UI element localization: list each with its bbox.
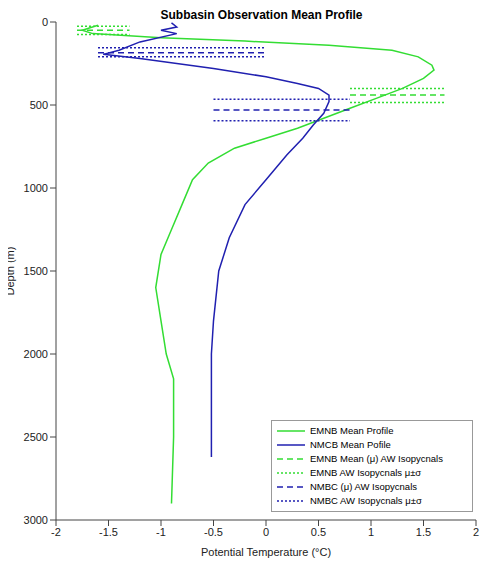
html-text:NMCB Mean Pofile: NMCB Mean Pofile <box>310 439 391 450</box>
svg-text:2: 2 <box>473 526 479 538</box>
svg-text:Potential Temperature (°C): Potential Temperature (°C) <box>201 546 331 558</box>
svg-text:-0.5: -0.5 <box>204 526 223 538</box>
html-text:EMNB Mean (μ) AW Isopycnals: EMNB Mean (μ) AW Isopycnals <box>310 453 443 464</box>
svg-text:1500: 1500 <box>24 265 48 277</box>
html-text:EMNB AW Isopycnals μ±σ: EMNB AW Isopycnals μ±σ <box>310 467 422 478</box>
svg-text:0: 0 <box>263 526 269 538</box>
svg-text:Depth (m): Depth (m) <box>8 247 16 296</box>
html-text:EMNB Mean Profile: EMNB Mean Profile <box>310 425 394 436</box>
html-text:Subbasin Observation Mean Prof: Subbasin Observation Mean Profile <box>160 8 363 22</box>
svg-text:-1.5: -1.5 <box>99 526 118 538</box>
svg-text:2500: 2500 <box>24 431 48 443</box>
svg-text:1: 1 <box>368 526 374 538</box>
svg-text:2000: 2000 <box>24 348 48 360</box>
html-text:NMBC AW Isopycnals μ±σ: NMBC AW Isopycnals μ±σ <box>310 495 422 506</box>
svg-text:3000: 3000 <box>24 514 48 526</box>
svg-text:0.5: 0.5 <box>311 526 326 538</box>
svg-text:1000: 1000 <box>24 182 48 194</box>
svg-text:500: 500 <box>30 99 48 111</box>
svg-text:-1: -1 <box>156 526 166 538</box>
html-text:NMBC (μ) AW Isopycnals: NMBC (μ) AW Isopycnals <box>310 481 417 492</box>
svg-text:-2: -2 <box>51 526 61 538</box>
svg-text:1.5: 1.5 <box>416 526 431 538</box>
svg-text:0: 0 <box>42 16 48 28</box>
